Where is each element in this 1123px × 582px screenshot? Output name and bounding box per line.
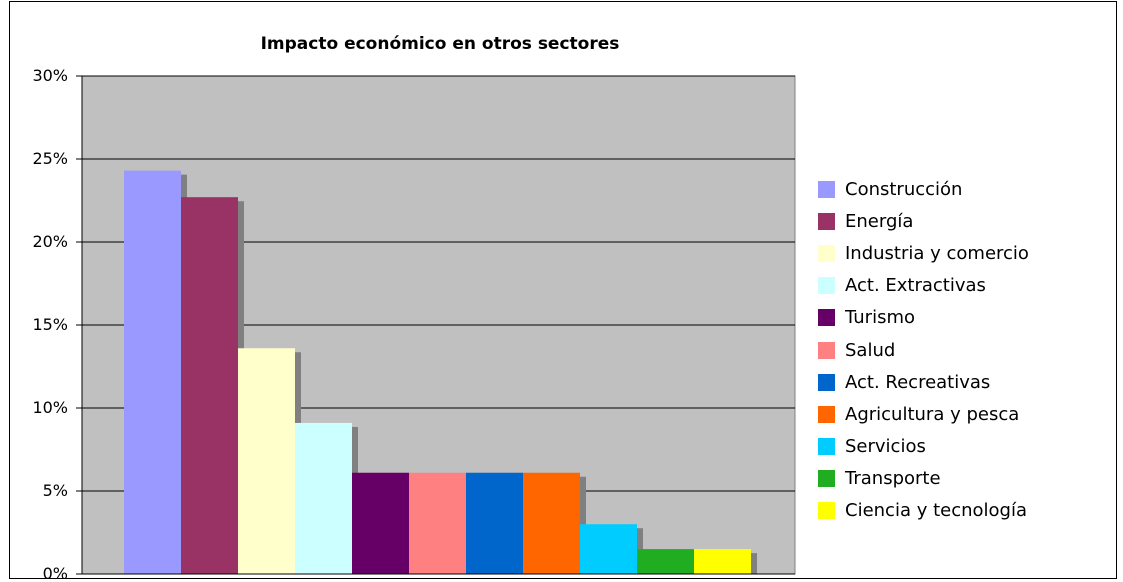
legend-item: Industria y comercio <box>818 237 1029 269</box>
legend-swatch <box>818 277 835 295</box>
legend-item: Agricultura y pesca <box>818 398 1029 430</box>
legend-swatch <box>818 470 835 488</box>
legend-swatch <box>818 244 835 262</box>
bar-8 <box>523 472 580 574</box>
bar-11 <box>694 549 751 574</box>
bar-9 <box>580 524 637 574</box>
chart-legend: Construcción Energía Industria y comercio A… <box>818 173 1029 527</box>
bar-7 <box>466 472 523 574</box>
legend-label: Transporte <box>845 468 941 490</box>
chart-title: Impacto económico en otros sectores <box>260 34 620 54</box>
legend-swatch <box>818 341 835 359</box>
legend-label: Servicios <box>845 436 926 458</box>
legend-swatch <box>818 212 835 230</box>
bar-2 <box>181 197 238 574</box>
legend-label: Agricultura y pesca <box>845 403 1020 425</box>
y-tick-label: 5% <box>43 481 68 500</box>
legend-item: Salud <box>818 334 1029 366</box>
legend-label: Construcción <box>845 178 963 200</box>
legend-swatch <box>818 373 835 391</box>
bar-6 <box>409 472 466 574</box>
legend-swatch <box>818 405 835 423</box>
legend-item: Energía <box>818 205 1029 237</box>
y-tick-label: 30% <box>32 66 68 85</box>
legend-label: Turismo <box>845 307 915 329</box>
y-tick-label: 10% <box>32 398 68 417</box>
y-tick-label: 25% <box>32 149 68 168</box>
bar-4 <box>295 422 352 574</box>
legend-swatch <box>818 180 835 198</box>
legend-swatch <box>818 309 835 327</box>
legend-label: Act. Extractivas <box>845 275 986 297</box>
bar-3 <box>238 348 295 574</box>
legend-item: Turismo <box>818 302 1029 334</box>
legend-item: Act. Extractivas <box>818 270 1029 302</box>
legend-item: Servicios <box>818 431 1029 463</box>
legend-label: Industria y comercio <box>845 242 1029 264</box>
legend-swatch <box>818 502 835 520</box>
y-tick-label: 0% <box>43 564 68 582</box>
legend-label: Salud <box>845 339 896 361</box>
bar-5 <box>352 472 409 574</box>
legend-label: Energía <box>845 210 914 232</box>
legend-item: Transporte <box>818 463 1029 495</box>
legend-item: Act. Recreativas <box>818 366 1029 398</box>
bar-10 <box>637 549 694 574</box>
y-tick-label: 20% <box>32 232 68 251</box>
legend-swatch <box>818 438 835 456</box>
legend-item: Construcción <box>818 173 1029 205</box>
y-tick-label: 15% <box>32 315 68 334</box>
legend-label: Act. Recreativas <box>845 371 991 393</box>
bar-1 <box>124 170 181 574</box>
legend-label: Ciencia y tecnología <box>845 500 1027 522</box>
legend-item: Ciencia y tecnología <box>818 495 1029 527</box>
